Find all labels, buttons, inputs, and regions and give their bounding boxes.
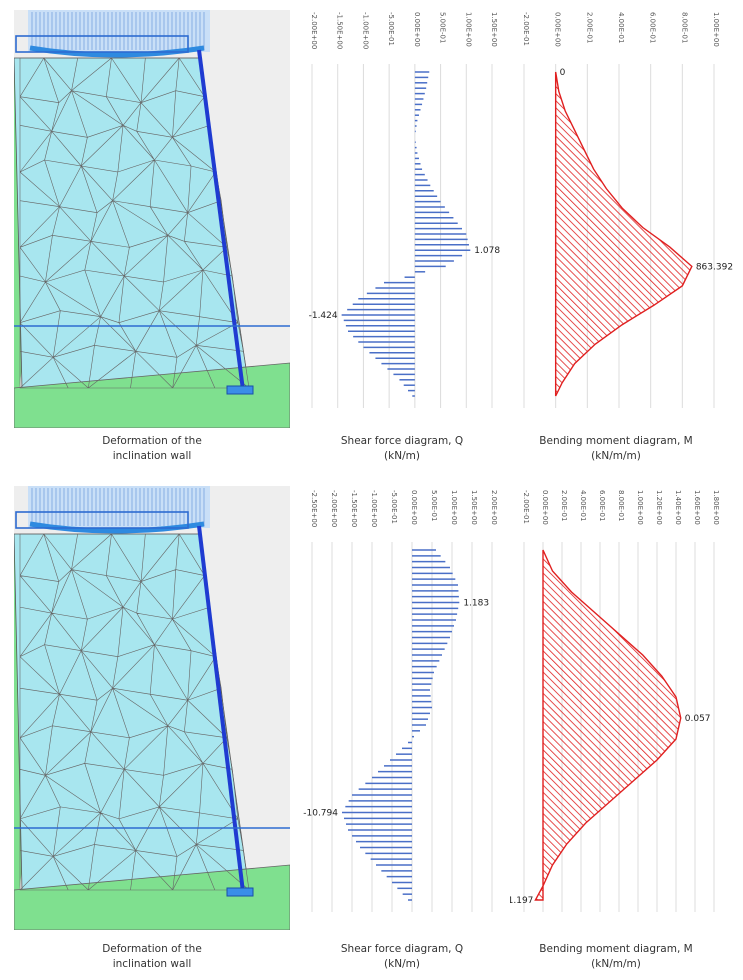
value-label: -1.197 (510, 896, 533, 906)
deformation-caption-1: Deformation of the inclination wall (102, 435, 202, 462)
moment-caption-1: Bending moment diagram, M (kN/m/m) (539, 435, 693, 462)
value-label: -10.794 (303, 809, 338, 819)
inclined-wall (197, 49, 245, 391)
tick-label: 1.50E+00 (490, 12, 498, 47)
tick-label: 2.00E-01 (585, 12, 593, 43)
tick-label: 2.00E-01 (560, 490, 568, 521)
tick-label: -2.00E-01 (522, 490, 530, 524)
deformation-caption-2: Deformation of the inclination wall (102, 943, 202, 970)
deformation-mesh-2 (13, 486, 291, 931)
tick-label: -2.00E+00 (310, 12, 318, 49)
moment-chart-1: -2.00E-01 0.00E+00 2.00E-01 4.00E-01 6.00E-0… (510, 6, 740, 426)
tick-label: 1.50E+00 (470, 490, 478, 525)
deformation-panel-2 (13, 486, 291, 931)
tick-label: -5.00E-01 (387, 12, 395, 46)
tick-label: 0.00E+00 (541, 490, 549, 525)
shear-caption-2: Shear force diagram, Q (kN/m) (340, 943, 464, 970)
tick-label: 0.00E+00 (413, 12, 421, 47)
surcharge-arrows (31, 488, 205, 526)
tick-label: 5.00E-01 (439, 12, 447, 43)
surcharge-area (28, 10, 210, 52)
tick-label: -2.00E+00 (330, 490, 338, 527)
deformation-mesh-1 (13, 10, 291, 429)
tick-label: 2.00E+00 (490, 490, 498, 525)
tick-label: -2.00E-01 (522, 12, 530, 46)
shear-caption-1: Shear force diagram, Q (kN/m) (340, 435, 464, 462)
tick-label: 1.40E+00 (674, 490, 682, 525)
tick-label: -1.00E+00 (370, 490, 378, 527)
value-label: 0 (560, 68, 566, 78)
value-label: -1.424 (309, 311, 338, 321)
plot-area (306, 540, 498, 914)
tick-label: 1.00E+00 (464, 12, 472, 47)
mesh-lines (19, 533, 250, 891)
value-label: 863.392 (696, 262, 733, 272)
tick-label: 1.80E+00 (712, 490, 720, 525)
tick-label: -1.00E+00 (361, 12, 369, 49)
tick-label: 4.00E-01 (617, 12, 625, 43)
tick-label: -1.50E+00 (336, 12, 344, 49)
value-label: 0.057 (685, 714, 711, 724)
tick-label: 8.00E-01 (680, 12, 688, 43)
tick-label: 6.00E-01 (598, 490, 606, 521)
tick-label: 1.60E+00 (693, 490, 701, 525)
tick-label: 0.00E+00 (410, 490, 418, 525)
moment-area (554, 71, 693, 397)
moment-area (534, 549, 682, 901)
tick-label: 1.00E+00 (636, 490, 644, 525)
tick-label: 4.00E-01 (579, 490, 587, 521)
tick-label: 1.00E+00 (450, 490, 458, 525)
tick-label: 1.20E+00 (655, 490, 663, 525)
tick-label: -5.00E-01 (390, 490, 398, 524)
surface-deformation (29, 45, 205, 58)
wall-footing (226, 385, 254, 395)
surface-outline (15, 35, 189, 53)
moment-chart-2: -2.00E-01 0.00E+00 2.00E-01 4.00E-01 6.00E-0… (504, 484, 740, 930)
wall-footing (226, 887, 254, 897)
tick-label: 8.00E-01 (617, 490, 625, 521)
surface-outline (15, 511, 189, 529)
shear-chart-1: -2.00E+00 -1.50E+00 -1.00E+00 -5.00E-01 0.00… (298, 6, 506, 426)
surcharge-area (28, 486, 210, 528)
surface-deformation (29, 521, 205, 534)
shear-chart-2: -2.50E+00 -2.00E+00 -1.50E+00 -1.00E+00 -5.0… (298, 484, 506, 930)
mesh-lines (19, 57, 250, 389)
tick-label: 6.00E-01 (649, 12, 657, 43)
tick-label: -2.50E+00 (310, 490, 318, 527)
tick-label: 5.00E-01 (430, 490, 438, 521)
tick-label: -1.50E+00 (350, 490, 358, 527)
surcharge-arrows (31, 12, 205, 50)
value-label: 1.183 (463, 599, 489, 609)
moment-caption-2: Bending moment diagram, M (kN/m/m) (539, 943, 693, 970)
inclined-wall (197, 525, 245, 893)
tick-label: 1.00E+00 (712, 12, 720, 47)
deformation-panel-1 (13, 10, 291, 429)
value-label: 1.078 (474, 246, 500, 256)
tick-label: 0.00E+00 (554, 12, 562, 47)
